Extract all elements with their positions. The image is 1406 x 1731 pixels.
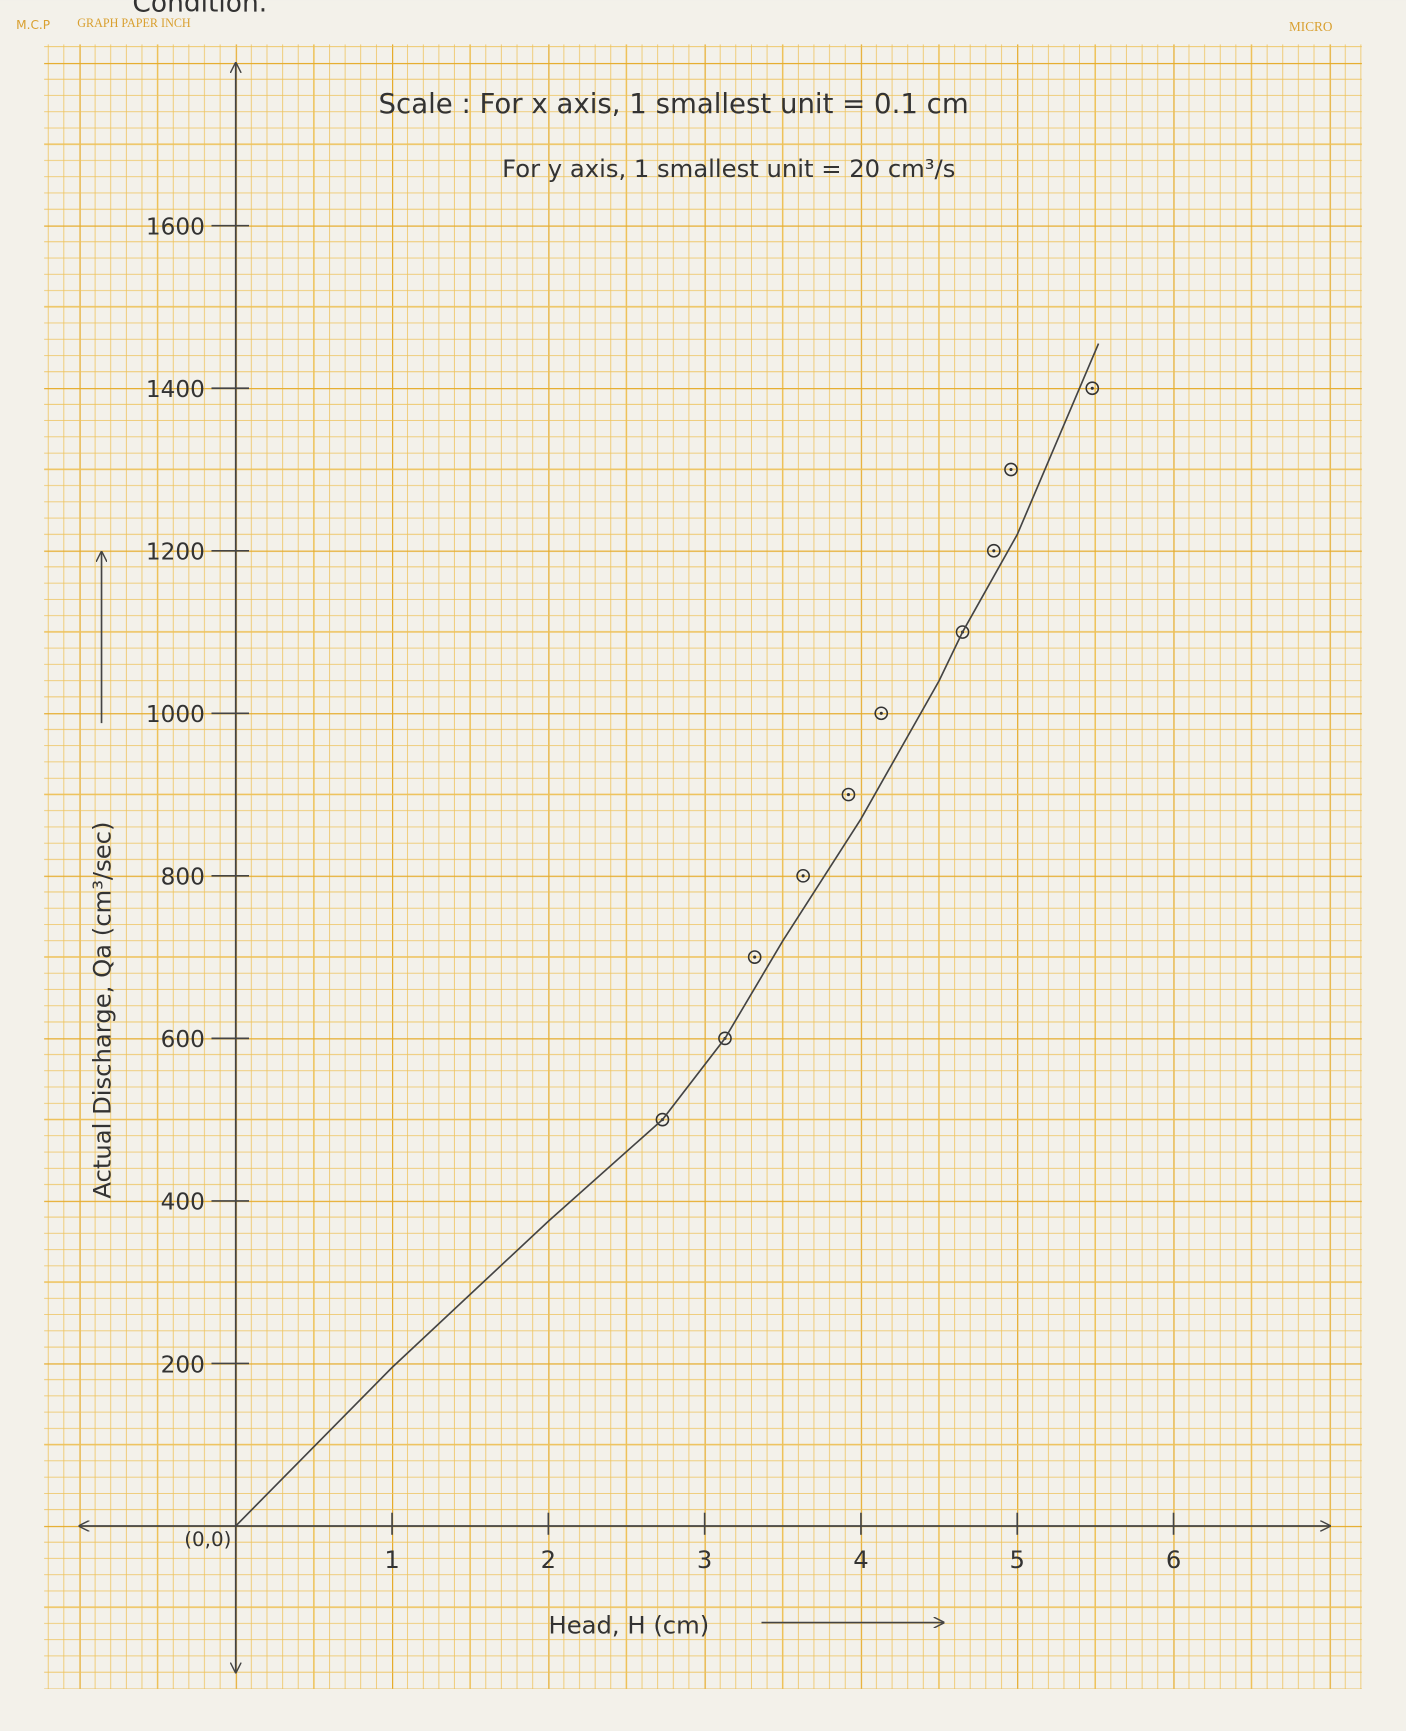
y-axis-label: Actual Discharge, Qa (cm³/sec) — [87, 822, 116, 1199]
x-tick-label: 4 — [853, 1545, 868, 1574]
x-tick-label: 3 — [697, 1545, 712, 1574]
data-point-dot — [802, 874, 805, 877]
data-point-dot — [847, 793, 850, 796]
chart-subtitle: For y axis, 1 smallest unit = 20 cm³/s — [502, 154, 955, 183]
x-tick-label: 5 — [1010, 1545, 1025, 1574]
y-tick-label: 600 — [161, 1026, 205, 1053]
data-point-dot — [1091, 387, 1094, 390]
y-tick-label: 1000 — [146, 701, 205, 728]
origin-label: (0,0) — [184, 1528, 231, 1551]
x-tick-label: 6 — [1166, 1545, 1181, 1574]
y-tick-label: 1600 — [146, 214, 205, 241]
y-tick-label: 800 — [161, 864, 205, 891]
paper-grid-h — [44, 44, 1362, 1688]
paper-brand: M.C.P — [16, 18, 50, 32]
heading: Condition. — [132, 0, 267, 18]
x-axis-label: Head, H (cm) — [548, 1611, 709, 1640]
paper-micro: MICRO — [1289, 19, 1333, 34]
x-tick-label: 1 — [384, 1545, 399, 1574]
data-point-dot — [880, 712, 883, 715]
chart: M.C.P GRAPH PAPER INCH MICRO Condition. … — [0, 0, 1406, 1731]
y-tick-label: 400 — [161, 1189, 205, 1216]
y-tick-label: 200 — [161, 1351, 205, 1378]
y-tick-label: 1400 — [146, 376, 205, 403]
data-point-dot — [753, 956, 756, 959]
chart-title: Scale : For x axis, 1 smallest unit = 0.… — [379, 87, 969, 120]
data-point-dot — [1009, 468, 1012, 471]
data-point-dot — [992, 549, 995, 552]
x-tick-label: 2 — [541, 1545, 556, 1574]
y-tick-label: 1200 — [146, 539, 205, 566]
page: M.C.P GRAPH PAPER INCH MICRO Condition. … — [0, 0, 1406, 1731]
